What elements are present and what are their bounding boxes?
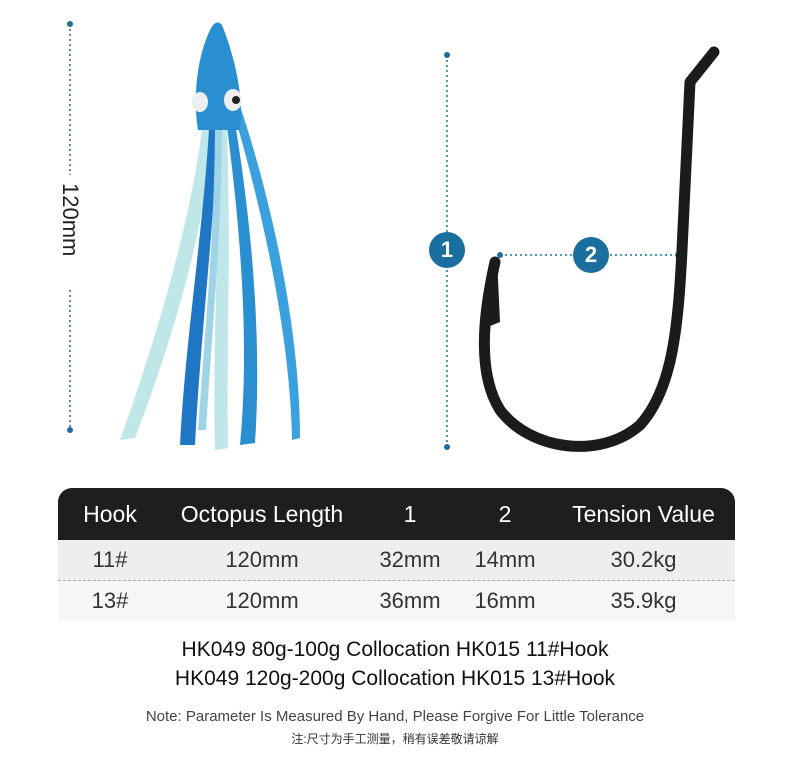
cell-tension-value: 35.9kg	[610, 588, 677, 613]
octopus-length-dimension-line	[67, 21, 73, 433]
marker-2-badge: 2	[573, 237, 609, 273]
cell-dimension-1: 32mm	[379, 547, 441, 572]
product-illustration	[67, 21, 720, 452]
header-tension-value: Tension Value	[572, 500, 715, 527]
header-dimension-2: 2	[498, 500, 512, 527]
cell-dimension-1: 36mm	[379, 588, 441, 613]
header-octopus-length: Octopus Length	[180, 500, 344, 527]
collocation-line-1: HK049 80g-100g Collocation HK015 11#Hook	[181, 638, 609, 661]
note-english: Note: Parameter Is Measured By Hand, Ple…	[145, 708, 645, 725]
header-hook: Hook	[83, 500, 137, 527]
table-row: 11# 120mm 32mm 14mm 30.2kg	[58, 540, 735, 581]
table-header: Hook Octopus Length 1 2 Tension Value	[58, 488, 735, 540]
note-chinese: 注:尺寸为手工测量，稍有误差敬请谅解	[291, 732, 499, 746]
cell-dimension-2: 14mm	[474, 547, 536, 572]
marker-1-badge: 1	[429, 232, 465, 268]
octopus-length-label: 120mm	[58, 183, 83, 257]
cell-tension-value: 30.2kg	[610, 547, 677, 572]
cell-octopus-length: 120mm	[225, 588, 299, 613]
cell-octopus-length: 120mm	[225, 547, 299, 572]
collocation-line-2: HK049 120g-200g Collocation HK015 13#Hoo…	[174, 667, 616, 690]
cell-hook: 11#	[92, 547, 128, 572]
fish-hook	[478, 46, 720, 452]
spec-table: Hook Octopus Length 1 2 Tension Value 11…	[58, 488, 735, 621]
header-dimension-1: 1	[403, 500, 417, 527]
cell-dimension-2: 16mm	[474, 588, 536, 613]
table-row: 13# 120mm 36mm 16mm 35.9kg	[58, 581, 735, 621]
octopus-skirt-lure	[120, 22, 300, 450]
cell-hook: 13#	[91, 588, 129, 613]
